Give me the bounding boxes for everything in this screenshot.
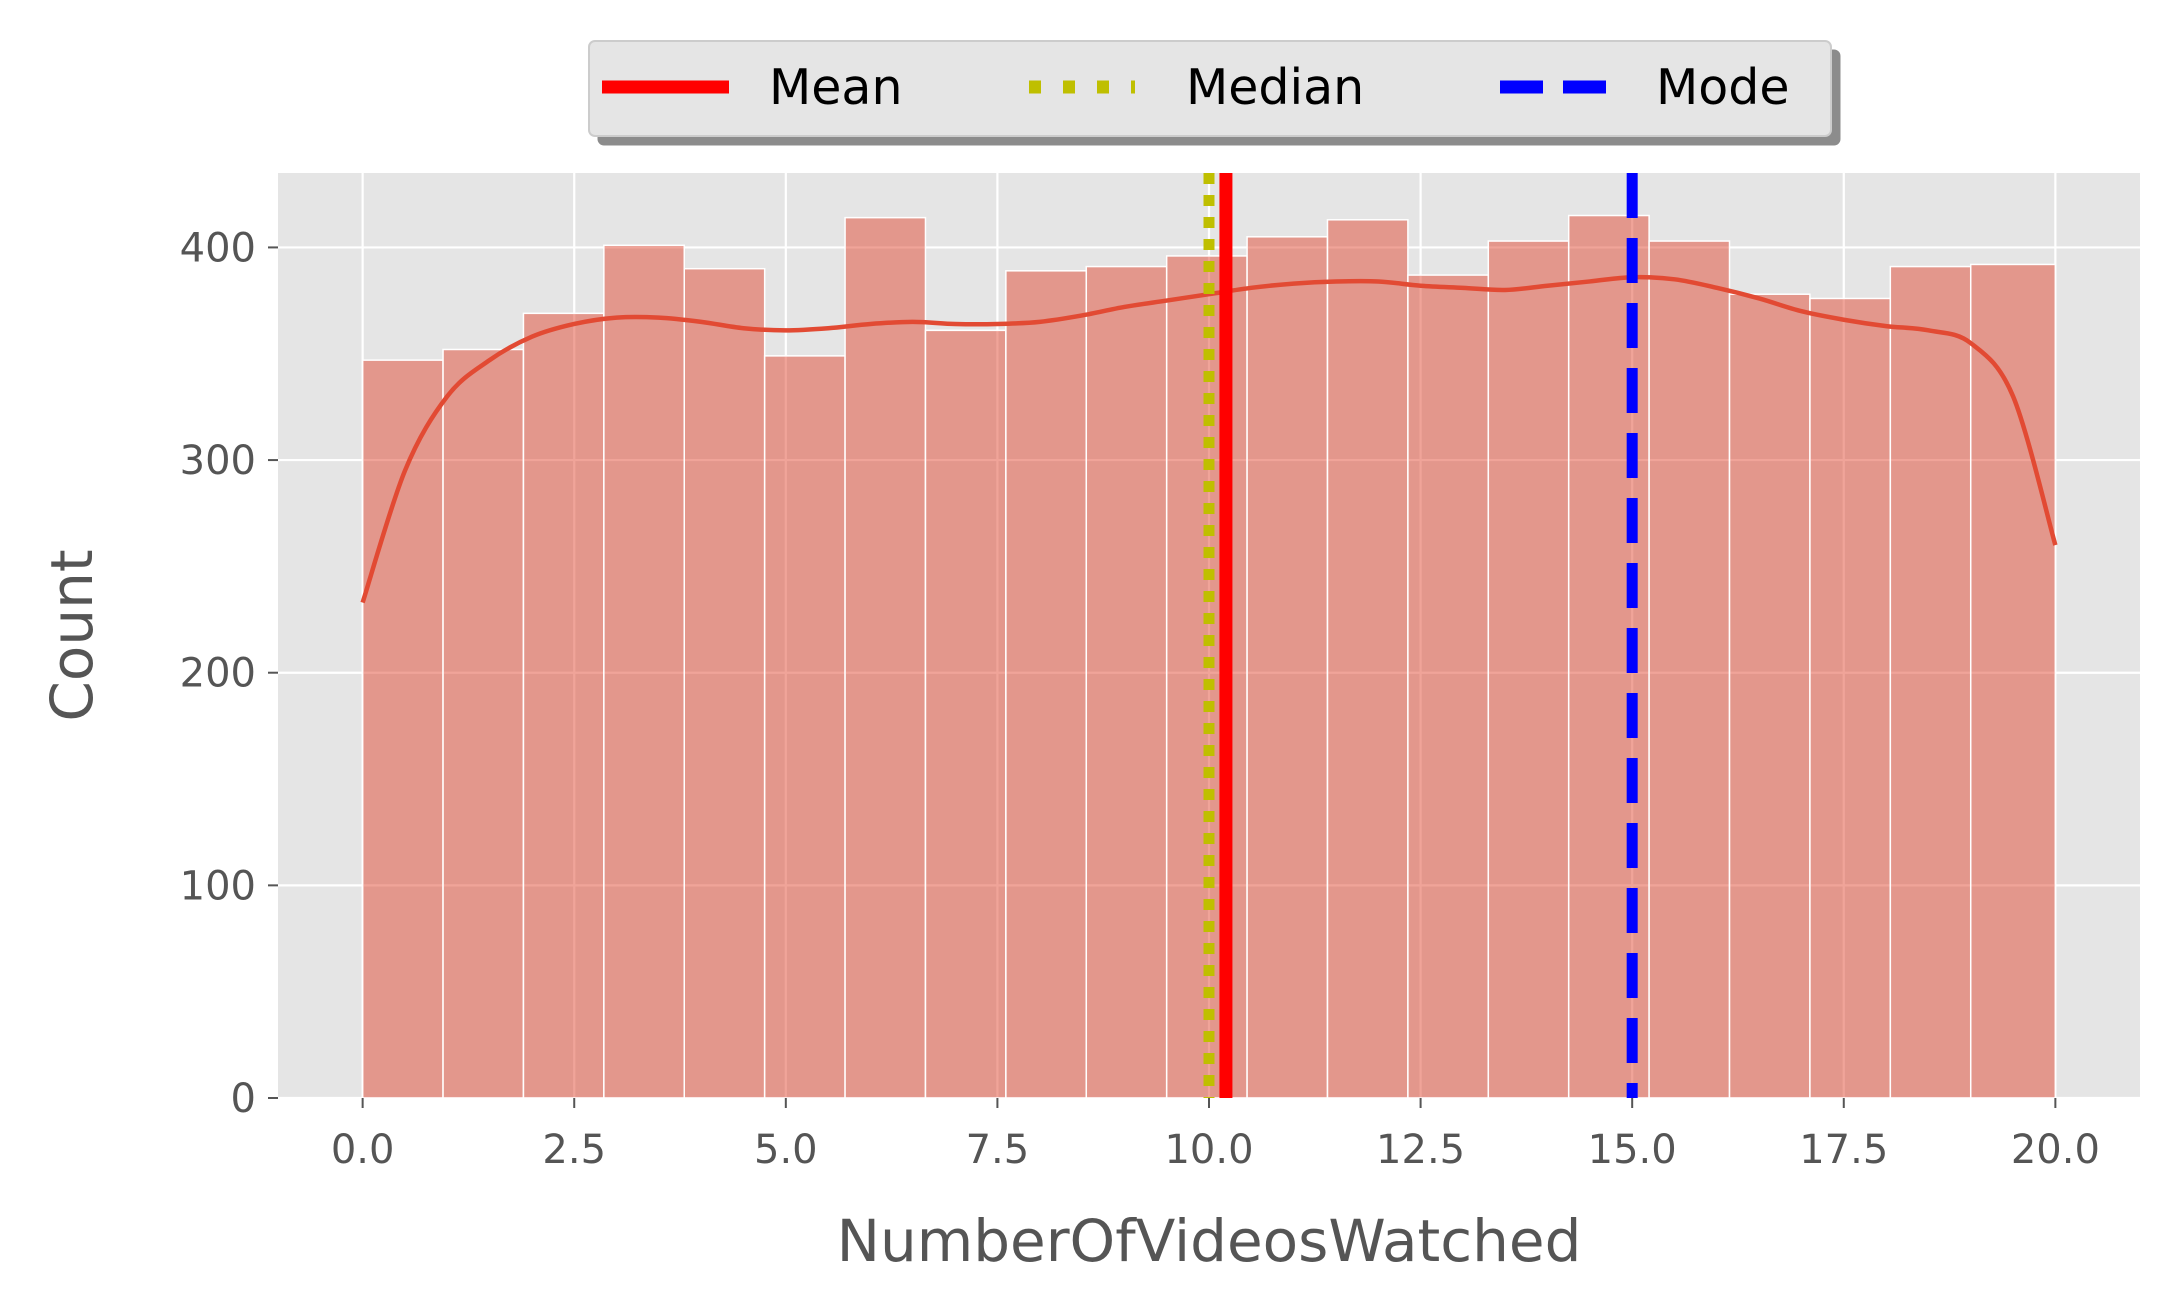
- y-tick-label: 400: [180, 225, 256, 271]
- x-tick-label: 20.0: [2011, 1127, 2100, 1173]
- histogram-bar: [1085, 265, 1168, 1099]
- histogram-bar: [1648, 240, 1731, 1099]
- histogram-bar: [1246, 236, 1329, 1099]
- x-tick-label: 2.5: [542, 1127, 606, 1173]
- x-tick-label: 0.0: [331, 1127, 395, 1173]
- y-axis-ticks: 0 100 200 300 400: [180, 225, 278, 1122]
- histogram-bar: [1326, 219, 1409, 1099]
- histogram-bar: [1969, 263, 2057, 1099]
- mean-legend-label: Mean: [769, 59, 903, 116]
- x-tick-label: 15.0: [1588, 1127, 1677, 1173]
- histogram-bar: [1005, 270, 1088, 1099]
- y-axis-label: Count: [38, 549, 106, 721]
- x-axis-ticks: 0.0 2.5 5.0 7.5 10.0 12.5 15.0 17.5 20.0: [331, 1098, 2100, 1173]
- x-tick-label: 7.5: [966, 1127, 1030, 1173]
- y-tick-label: 300: [180, 438, 256, 484]
- x-tick-label: 17.5: [1799, 1127, 1888, 1173]
- histogram-bar: [844, 216, 927, 1099]
- histogram-bar: [1809, 297, 1892, 1099]
- histogram-bar: [603, 244, 686, 1099]
- x-axis-label: NumberOfVideosWatched: [837, 1207, 1582, 1275]
- histogram-bar: [763, 355, 846, 1099]
- histogram-bar: [361, 359, 444, 1099]
- histogram-bar: [1889, 265, 1972, 1099]
- histogram-bar: [1487, 240, 1570, 1099]
- histogram-bars: [361, 214, 2057, 1099]
- x-tick-label: 5.0: [754, 1127, 818, 1173]
- kde-curve-group: [360, 274, 2058, 604]
- reference-lines: [1203, 173, 1638, 1098]
- histogram-bar: [1728, 293, 1811, 1099]
- legend-box: [588, 40, 1832, 137]
- x-tick-label: 12.5: [1376, 1127, 1465, 1173]
- histogram-bar: [924, 329, 1007, 1099]
- median-legend-label: Median: [1186, 59, 1364, 116]
- histogram-bar: [683, 267, 766, 1099]
- histogram-bar: [1407, 274, 1490, 1099]
- histogram-bar: [522, 312, 605, 1099]
- x-tick-label: 10.0: [1164, 1127, 1253, 1173]
- legend: Mean Median Mode: [588, 40, 1841, 146]
- y-tick-label: 200: [180, 651, 256, 697]
- histogram-bar: [442, 348, 525, 1099]
- y-tick-label: 100: [180, 863, 256, 909]
- kde-curve: [360, 274, 2058, 604]
- mode-legend-label: Mode: [1656, 59, 1790, 116]
- y-tick-label: 0: [231, 1076, 256, 1122]
